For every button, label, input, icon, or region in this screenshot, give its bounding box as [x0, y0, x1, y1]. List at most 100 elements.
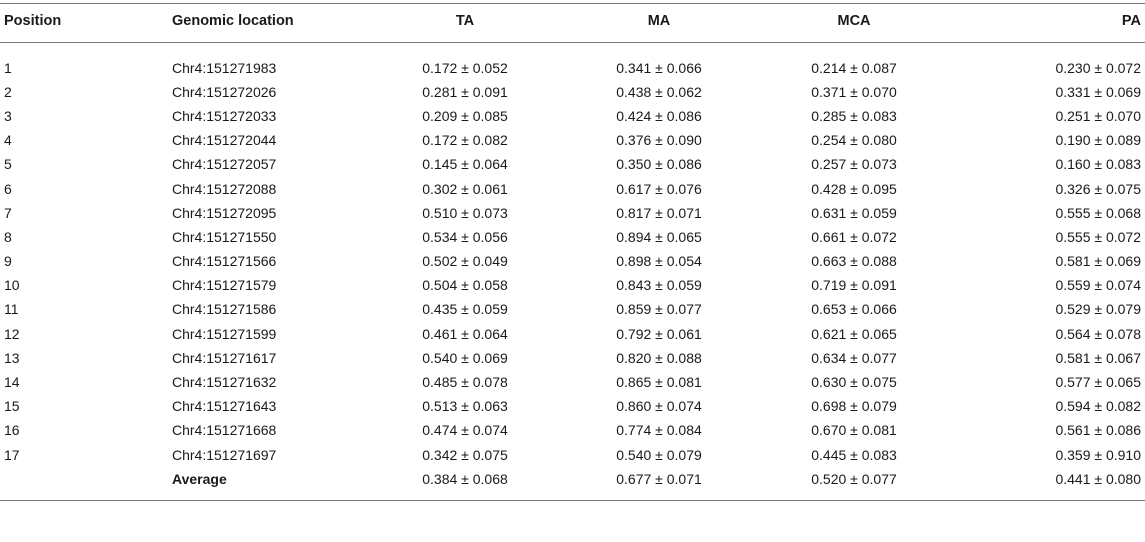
- cell-genomic-location: Chr4:151271983: [172, 59, 277, 76]
- cell-ma: 0.843 ± 0.059: [616, 277, 702, 294]
- cell-ta: 0.510 ± 0.073: [422, 204, 508, 221]
- bottom-rule: [0, 491, 1145, 501]
- cell-position: 17: [4, 446, 20, 463]
- cell-position: 2: [4, 83, 12, 100]
- cell-position: 13: [4, 349, 20, 366]
- cell-mca: 0.670 ± 0.081: [811, 422, 897, 439]
- cell-ta: 0.435 ± 0.059: [422, 301, 508, 318]
- cell-genomic-location: Chr4:151271668: [172, 422, 277, 439]
- table-row: 12 Chr4:151271599 0.461 ± 0.064 0.792 ± 0.0…: [0, 322, 1145, 346]
- cell-genomic-location: Chr4:151272033: [172, 107, 277, 124]
- header-ta: TA: [455, 13, 475, 29]
- cell-mca: 0.653 ± 0.066: [811, 301, 897, 318]
- cell-ta: 0.461 ± 0.064: [422, 325, 508, 342]
- cell-position: 5: [4, 156, 12, 173]
- header-row: Position Genomic location TA MA MCA PA: [0, 3, 1145, 43]
- cell-pa: 0.581 ± 0.067: [1055, 349, 1141, 366]
- header-position: Position: [4, 13, 62, 29]
- cell-position: 8: [4, 228, 12, 245]
- table-row: 13 Chr4:151271617 0.540 ± 0.069 0.820 ± 0.0…: [0, 346, 1145, 370]
- cell-mca: 0.445 ± 0.083: [811, 446, 897, 463]
- cell-ta: 0.485 ± 0.078: [422, 374, 508, 391]
- table-row: 3 Chr4:151272033 0.209 ± 0.085 0.424 ± 0.08…: [0, 104, 1145, 128]
- cell-pa: 0.160 ± 0.083: [1055, 156, 1141, 173]
- cell-ta: 0.172 ± 0.052: [422, 59, 508, 76]
- table-row: 4 Chr4:151272044 0.172 ± 0.082 0.376 ± 0.09…: [0, 128, 1145, 152]
- cell-genomic-location: Chr4:151272026: [172, 83, 277, 100]
- cell-genomic-location: Chr4:151271632: [172, 374, 277, 391]
- cell-position: 4: [4, 132, 12, 149]
- cell-ma: 0.820 ± 0.088: [616, 349, 702, 366]
- cell-mca: 0.621 ± 0.065: [811, 325, 897, 342]
- cell-ta: 0.209 ± 0.085: [422, 107, 508, 124]
- cell-genomic-location: Chr4:151271697: [172, 446, 277, 463]
- cell-genomic-location: Chr4:151271550: [172, 228, 277, 245]
- table-body: 1 Chr4:151271983 0.172 ± 0.052 0.341 ± 0.06…: [0, 43, 1145, 501]
- table-row: 5 Chr4:151272057 0.145 ± 0.064 0.350 ± 0.08…: [0, 152, 1145, 176]
- cell-ma: 0.341 ± 0.066: [616, 59, 702, 76]
- cell-pa: 0.251 ± 0.070: [1055, 107, 1141, 124]
- cell-mca: 0.214 ± 0.087: [811, 59, 897, 76]
- cell-genomic-location: Chr4:151271599: [172, 325, 277, 342]
- cell-genomic-location: Chr4:151272044: [172, 132, 277, 149]
- cell-mca: 0.698 ± 0.079: [811, 398, 897, 415]
- cell-pa: 0.331 ± 0.069: [1055, 83, 1141, 100]
- table-row: 11 Chr4:151271586 0.435 ± 0.059 0.859 ± 0.0…: [0, 297, 1145, 321]
- cell-pa: 0.230 ± 0.072: [1055, 59, 1141, 76]
- header-pa: PA: [1121, 13, 1141, 29]
- cell-ma: 0.817 ± 0.071: [616, 204, 702, 221]
- cell-position: 6: [4, 180, 12, 197]
- cell-ma: 0.376 ± 0.090: [616, 132, 702, 149]
- cell-pa: 0.529 ± 0.079: [1055, 301, 1141, 318]
- average-cell-ta: 0.384 ± 0.068: [422, 470, 508, 487]
- cell-pa: 0.577 ± 0.065: [1055, 374, 1141, 391]
- average-cell-position: [0, 467, 168, 491]
- cell-genomic-location: Chr4:151271617: [172, 349, 277, 366]
- cell-pa: 0.559 ± 0.074: [1055, 277, 1141, 294]
- cell-mca: 0.428 ± 0.095: [811, 180, 897, 197]
- cell-mca: 0.634 ± 0.077: [811, 349, 897, 366]
- cell-genomic-location: Chr4:151272057: [172, 156, 277, 173]
- cell-genomic-location: Chr4:151271643: [172, 398, 277, 415]
- cell-mca: 0.719 ± 0.091: [811, 277, 897, 294]
- cell-ma: 0.617 ± 0.076: [616, 180, 702, 197]
- cell-ta: 0.145 ± 0.064: [422, 156, 508, 173]
- spacer-row: [0, 43, 1145, 56]
- table-row: 14 Chr4:151271632 0.485 ± 0.078 0.865 ± 0.0…: [0, 370, 1145, 394]
- cell-ma: 0.424 ± 0.086: [616, 107, 702, 124]
- cell-position: 15: [4, 398, 20, 415]
- cell-ta: 0.302 ± 0.061: [422, 180, 508, 197]
- cell-pa: 0.581 ± 0.069: [1055, 253, 1141, 270]
- cell-ma: 0.350 ± 0.086: [616, 156, 702, 173]
- table-row: 10 Chr4:151271579 0.504 ± 0.058 0.843 ± 0.0…: [0, 273, 1145, 297]
- cell-pa: 0.190 ± 0.089: [1055, 132, 1141, 149]
- average-label: Average: [172, 470, 227, 487]
- table-row: 2 Chr4:151272026 0.281 ± 0.091 0.438 ± 0.06…: [0, 80, 1145, 104]
- cell-position: 12: [4, 325, 20, 342]
- cell-genomic-location: Chr4:151271579: [172, 277, 277, 294]
- cell-mca: 0.630 ± 0.075: [811, 374, 897, 391]
- table-row: 6 Chr4:151272088 0.302 ± 0.061 0.617 ± 0.07…: [0, 176, 1145, 200]
- cell-position: 16: [4, 422, 20, 439]
- cell-ta: 0.504 ± 0.058: [422, 277, 508, 294]
- cell-position: 9: [4, 253, 12, 270]
- header-ma: MA: [647, 13, 671, 29]
- cell-ma: 0.540 ± 0.079: [616, 446, 702, 463]
- average-cell-mca: 0.520 ± 0.077: [811, 470, 897, 487]
- cell-position: 14: [4, 374, 20, 391]
- table-row: 1 Chr4:151271983 0.172 ± 0.052 0.341 ± 0.06…: [0, 56, 1145, 80]
- cell-mca: 0.254 ± 0.080: [811, 132, 897, 149]
- cell-position: 7: [4, 204, 12, 221]
- methylation-table: Position Genomic location TA MA MCA PA 1…: [0, 3, 1145, 501]
- cell-ta: 0.474 ± 0.074: [422, 422, 508, 439]
- cell-pa: 0.594 ± 0.082: [1055, 398, 1141, 415]
- cell-ta: 0.172 ± 0.082: [422, 132, 508, 149]
- average-cell-ma: 0.677 ± 0.071: [616, 470, 702, 487]
- cell-genomic-location: Chr4:151271586: [172, 301, 277, 318]
- cell-pa: 0.359 ± 0.910: [1055, 446, 1141, 463]
- cell-ta: 0.513 ± 0.063: [422, 398, 508, 415]
- header-genomic-location: Genomic location: [172, 13, 294, 29]
- cell-mca: 0.371 ± 0.070: [811, 83, 897, 100]
- cell-ma: 0.792 ± 0.061: [616, 325, 702, 342]
